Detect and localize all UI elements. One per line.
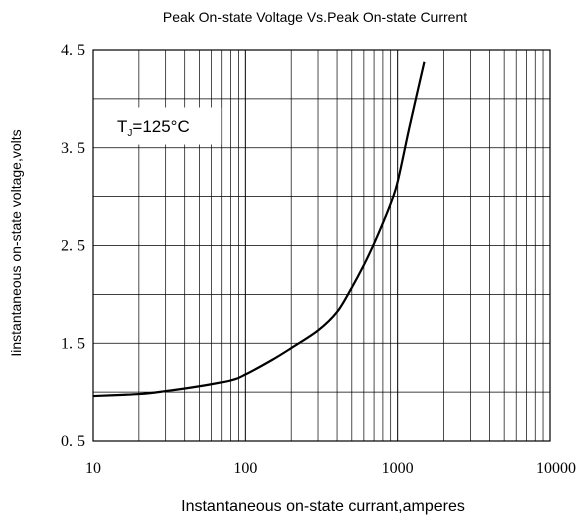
series-line bbox=[92, 61, 426, 398]
x-tick-label: 100 bbox=[233, 460, 257, 477]
svg-text:TJ=125°C: TJ=125°C bbox=[117, 117, 190, 139]
y-tick-label: 0. 5 bbox=[61, 433, 85, 450]
annotation-rest: =125°C bbox=[132, 117, 189, 136]
x-tick-label: 10000 bbox=[536, 460, 576, 477]
chart-title: Peak On-state Voltage Vs.Peak On-state C… bbox=[163, 9, 467, 25]
x-tick-labels: 10 100 1000 10000 bbox=[85, 460, 576, 477]
x-tick-label: 1000 bbox=[382, 460, 414, 477]
plot-frame bbox=[92, 49, 551, 442]
x-tick-label: 10 bbox=[85, 460, 101, 477]
y-tick-label: 2. 5 bbox=[61, 238, 85, 255]
x-axis-title: Instantaneous on-state currant,amperes bbox=[181, 498, 465, 515]
y-tick-label: 4. 5 bbox=[61, 42, 85, 59]
y-tick-label: 3. 5 bbox=[61, 140, 85, 157]
y-tick-labels: 0. 5 1. 5 2. 5 3. 5 4. 5 bbox=[61, 42, 85, 450]
y-tick-label: 1. 5 bbox=[61, 335, 85, 352]
temperature-annotation-box: TJ=125°C bbox=[102, 107, 222, 145]
annotation-main: T bbox=[117, 117, 127, 136]
y-axis-title: Iinstantaneous on-state voltage,volts bbox=[8, 129, 24, 356]
annotation-subscript: J bbox=[127, 128, 132, 139]
series-layer bbox=[92, 61, 426, 398]
